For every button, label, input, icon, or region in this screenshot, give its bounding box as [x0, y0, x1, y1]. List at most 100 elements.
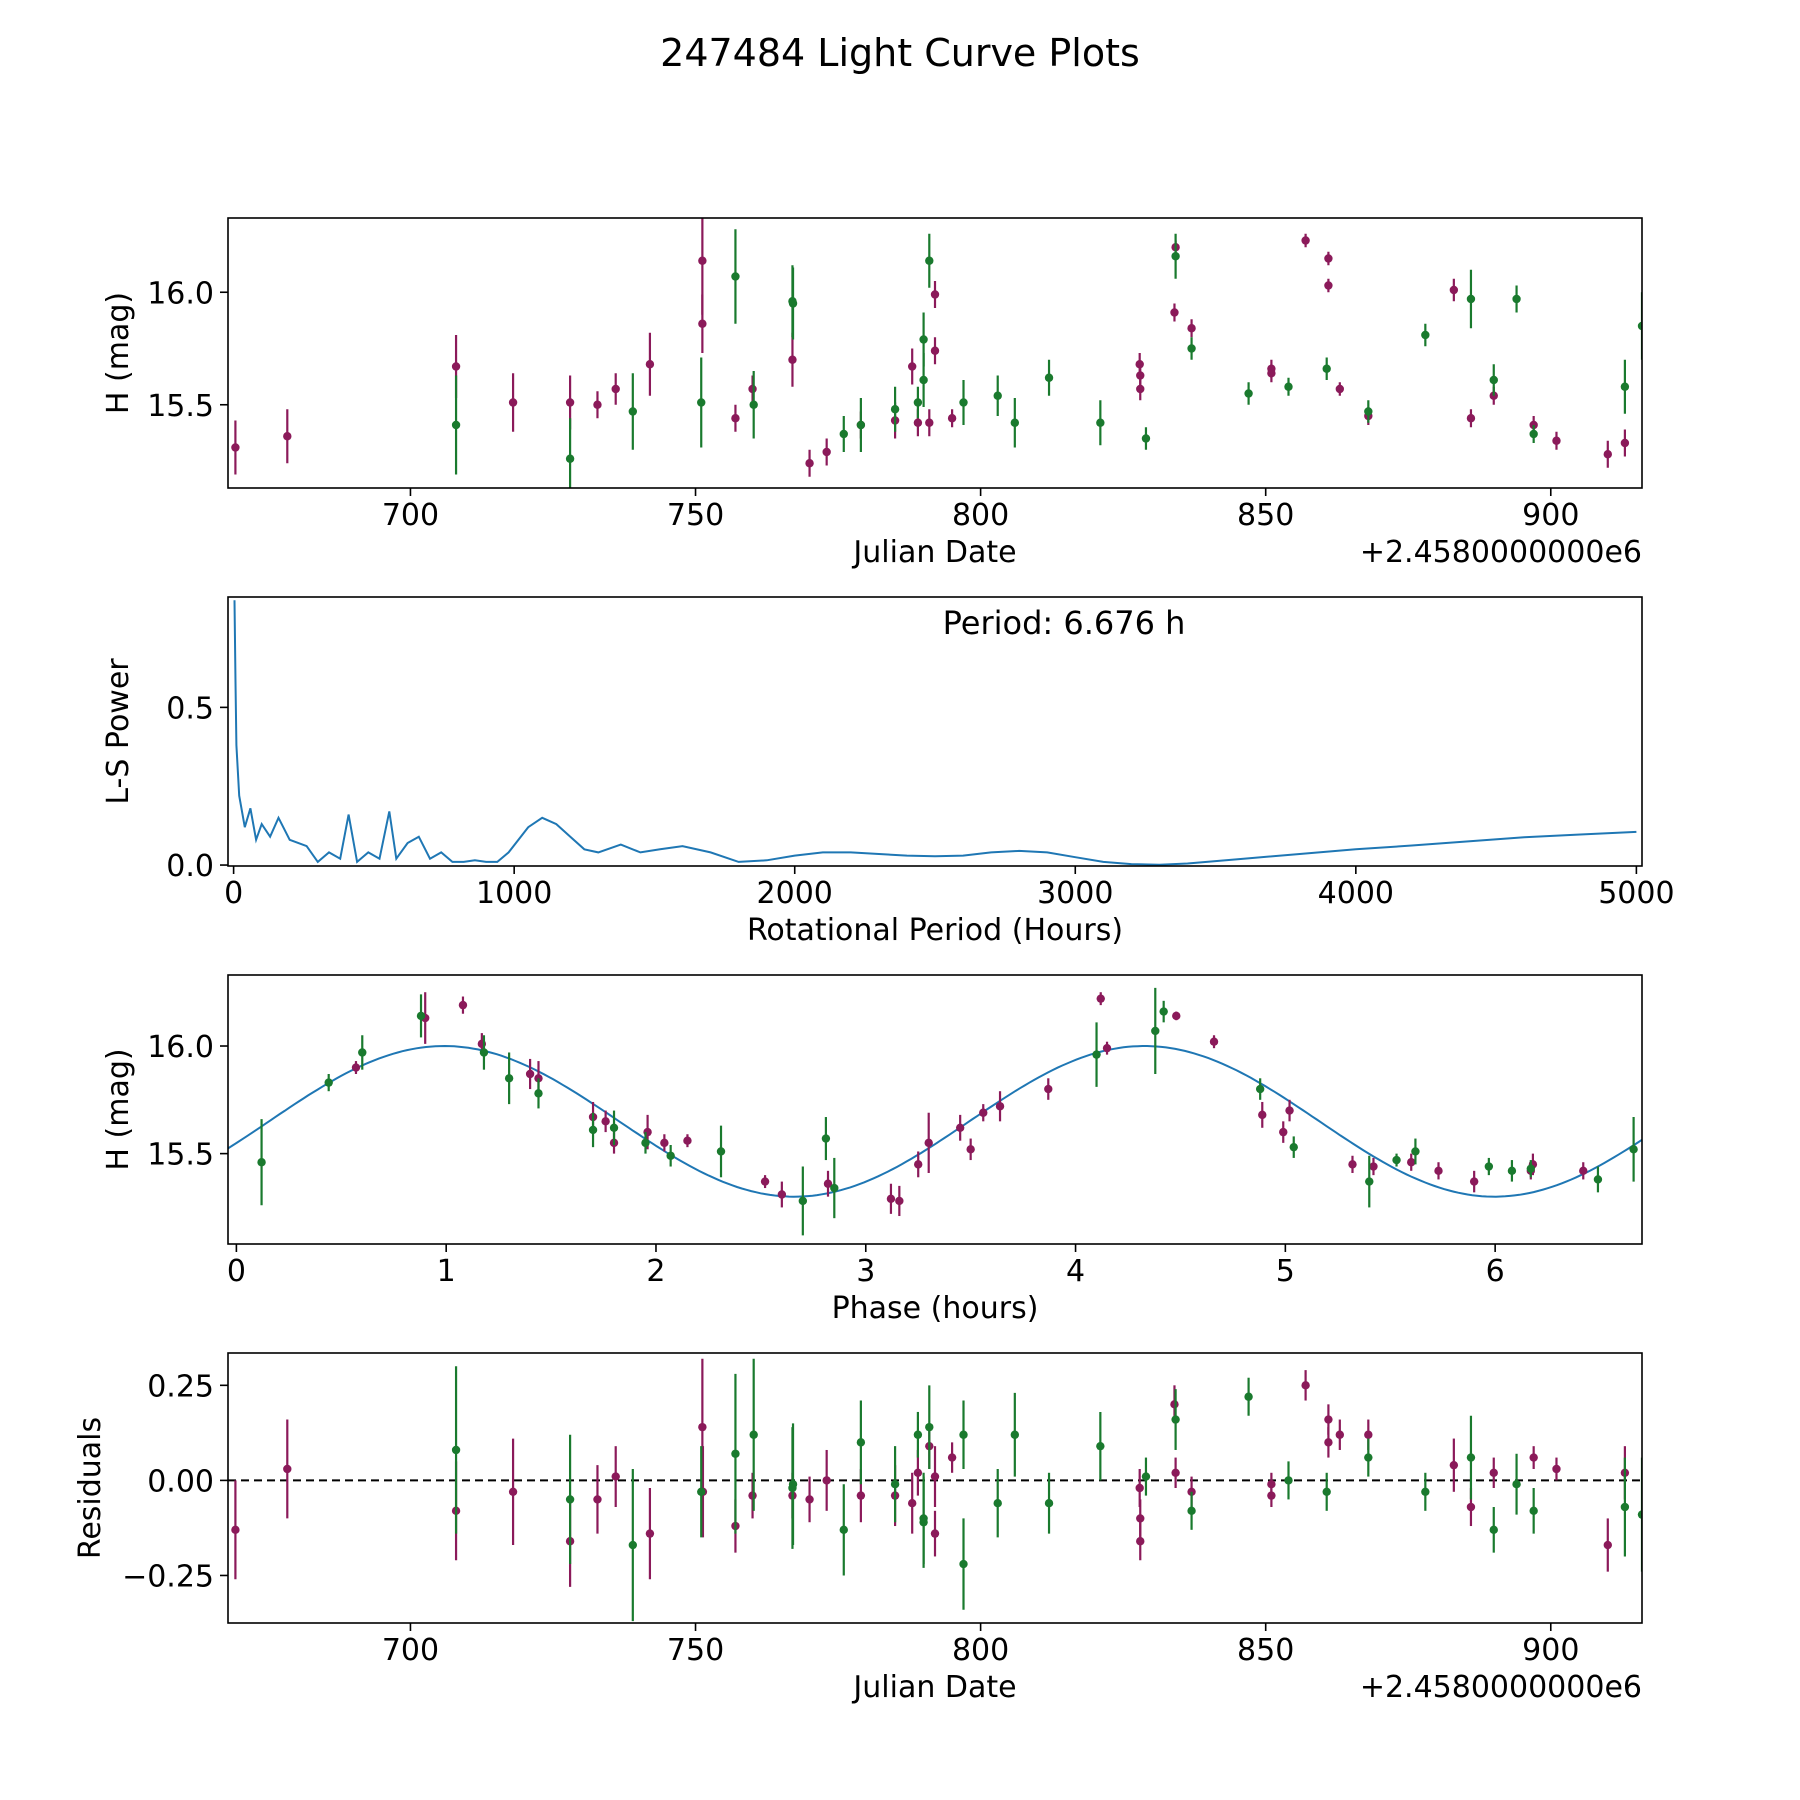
- data-point: [451, 420, 461, 430]
- data-point: [1489, 1468, 1498, 1477]
- data-point: [1170, 308, 1179, 317]
- y-axis-label: Residuals: [73, 1417, 108, 1559]
- x-offset-label: +2.4580000000e6: [1360, 535, 1642, 570]
- period-annotation: Period: 6.676 h: [943, 604, 1186, 642]
- data-point: [1324, 254, 1333, 263]
- data-point: [822, 1476, 831, 1485]
- data-point: [1348, 1160, 1357, 1169]
- data-point: [1187, 1506, 1196, 1516]
- data-point: [966, 1145, 975, 1154]
- x-tick-label: 2: [646, 1254, 665, 1289]
- data-point: [907, 1499, 917, 1508]
- data-point: [565, 398, 575, 407]
- data-point: [1335, 384, 1345, 394]
- data-point: [1096, 1441, 1105, 1451]
- data-point: [1449, 285, 1459, 295]
- data-point: [895, 1196, 904, 1206]
- data-point: [821, 1134, 831, 1143]
- data-point: [257, 1158, 266, 1167]
- axes-frame: [227, 596, 1643, 867]
- data-point: [955, 1123, 965, 1132]
- data-point: [1141, 434, 1151, 443]
- data-point: [925, 1422, 934, 1432]
- data-point: [1603, 450, 1612, 459]
- data-point: [1170, 1400, 1179, 1409]
- y-tick-label: 0.5: [166, 691, 214, 726]
- data-point: [830, 1183, 839, 1193]
- x-offset-label: +2.4580000000e6: [1360, 1670, 1642, 1705]
- data-point: [1364, 1430, 1373, 1439]
- data-point: [798, 1196, 808, 1206]
- data-point: [1421, 1487, 1430, 1497]
- data-point: [856, 1491, 866, 1500]
- x-tick-label: 2000: [757, 876, 833, 911]
- data-point: [839, 1525, 848, 1535]
- x-tick-label: 900: [1522, 1633, 1579, 1668]
- data-point: [1171, 1415, 1180, 1424]
- data-point: [1244, 389, 1253, 398]
- data-point: [1010, 418, 1020, 427]
- data-point: [1172, 1011, 1181, 1021]
- data-point: [1369, 1162, 1378, 1171]
- data-point: [1392, 1155, 1401, 1165]
- data-point: [1449, 1460, 1459, 1470]
- data-point: [698, 256, 707, 265]
- data-point: [593, 400, 602, 409]
- data-point: [959, 398, 968, 407]
- data-point: [1365, 1177, 1374, 1186]
- data-point: [231, 443, 240, 452]
- data-point: [856, 420, 866, 430]
- data-point: [1466, 414, 1476, 423]
- x-tick-label: 3000: [1037, 876, 1113, 911]
- phase-panel: 0 1 2 3 4 5 6 15.5 16.0 Phase (hours) H (mag): [101, 974, 1643, 1326]
- x-tick-label: 850: [1237, 498, 1294, 533]
- data-point: [283, 1464, 292, 1474]
- data-point: [919, 375, 928, 385]
- data-point: [628, 407, 638, 416]
- data-point: [534, 1089, 543, 1098]
- data-point: [930, 1529, 940, 1538]
- data-point: [1284, 1476, 1293, 1485]
- data-point: [856, 1438, 866, 1447]
- data-point: [525, 1069, 535, 1079]
- data-point: [914, 1160, 923, 1169]
- lightcurve-panel: 700 750 800 850 900 15.5 16.0 Julian Date +2.458…: [101, 217, 1643, 570]
- data-point: [1466, 1453, 1476, 1462]
- data-point: [919, 335, 928, 344]
- data-point: [1489, 375, 1498, 385]
- data-point: [731, 1449, 740, 1458]
- data-point: [1620, 438, 1630, 448]
- y-tick-label: −0.25: [122, 1559, 214, 1594]
- data-point: [1244, 1392, 1253, 1401]
- x-axis-label: Julian Date: [851, 1670, 1016, 1705]
- axes-frame: [227, 217, 1643, 489]
- y-tick-label: 15.5: [147, 1138, 214, 1173]
- data-point: [1187, 324, 1196, 333]
- data-point: [1620, 382, 1630, 391]
- data-point: [890, 1479, 900, 1489]
- plot-area: [228, 1358, 1642, 1622]
- axes-frame: [227, 1352, 1643, 1624]
- data-point: [593, 1495, 602, 1504]
- data-point: [760, 1177, 770, 1186]
- data-point: [959, 1430, 968, 1439]
- data-point: [1044, 373, 1054, 382]
- y-tick-label: 15.5: [147, 389, 214, 424]
- x-tick-label: 700: [382, 1633, 439, 1668]
- data-point: [1322, 364, 1331, 373]
- data-point: [1335, 1430, 1345, 1439]
- data-point: [947, 414, 957, 423]
- data-point: [1324, 1438, 1333, 1447]
- y-axis-label: H (mag): [101, 292, 136, 414]
- axes-frame: [227, 974, 1643, 1245]
- data-point: [1526, 1164, 1536, 1173]
- data-point: [601, 1117, 610, 1126]
- x-tick-label: 1: [437, 1254, 456, 1289]
- data-point: [565, 454, 575, 463]
- data-point: [913, 398, 923, 407]
- data-point: [1289, 1142, 1298, 1152]
- data-point: [1507, 1166, 1517, 1176]
- y-tick-label: 0.25: [147, 1369, 214, 1404]
- data-point: [458, 1000, 468, 1010]
